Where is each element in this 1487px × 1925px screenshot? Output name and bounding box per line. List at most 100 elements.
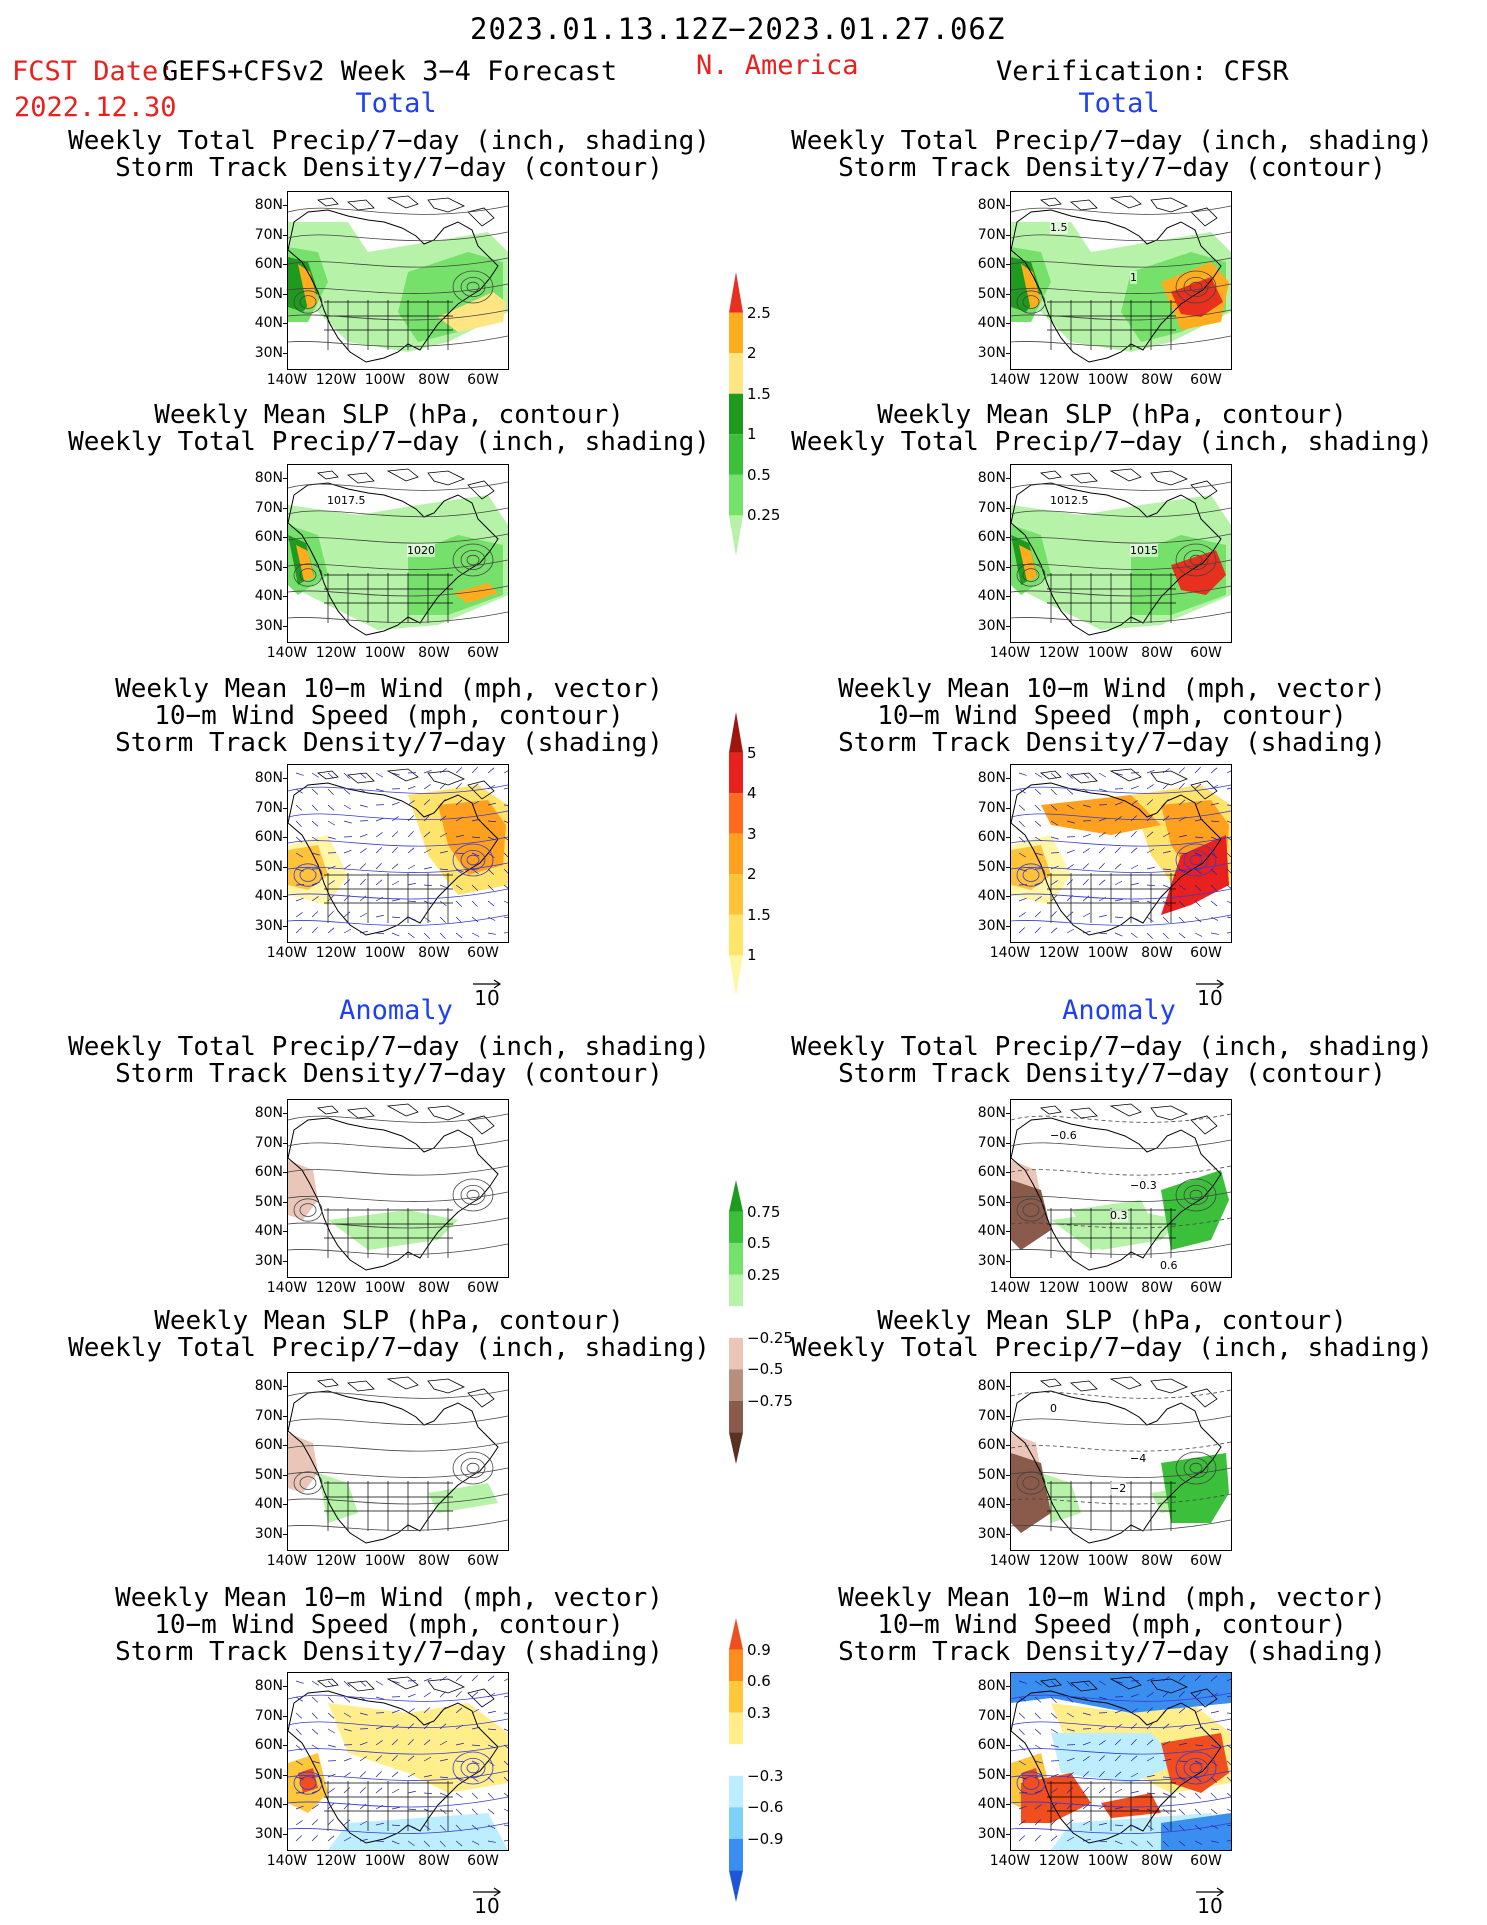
- shading-region: [1171, 550, 1226, 595]
- colorbar-segment: [729, 752, 743, 794]
- island-outline: [467, 1115, 495, 1135]
- colorbar-cap: [729, 955, 743, 996]
- colorbar-label: −0.9: [747, 1829, 784, 1848]
- coastline: [1011, 209, 1222, 363]
- lon-tick-label: 100W: [364, 1553, 406, 1569]
- coastline: [288, 1117, 499, 1271]
- colorbar-segment: [729, 914, 743, 956]
- colorbar-cap: [729, 1618, 743, 1650]
- lon-tick-label: 80W: [1141, 945, 1173, 961]
- lon-tick-label: 60W: [467, 1853, 499, 1869]
- lon-tick-label: 80W: [1141, 1553, 1173, 1569]
- colorbar-segment: [729, 1712, 743, 1745]
- lat-tick-label: 60N: [977, 1737, 1006, 1753]
- lon-tick-label: 120W: [315, 1280, 357, 1296]
- contour-lines: [1011, 784, 1231, 926]
- colorbar-segment: [729, 1807, 743, 1839]
- colorbar-cap: [729, 515, 743, 556]
- lat-tick-label: 70N: [254, 499, 283, 516]
- map-canvas: [288, 195, 508, 363]
- map-canvas: [1011, 1673, 1231, 1850]
- lat-tick-mark: [283, 537, 287, 538]
- contour-label: −0.6: [1050, 1129, 1077, 1142]
- colorbar-label: 0.3: [747, 1703, 771, 1722]
- lat-tick-label: 80N: [977, 1378, 1006, 1394]
- lat-tick-label: 80N: [977, 470, 1006, 486]
- lon-tick-label: 120W: [315, 1553, 357, 1569]
- lat-tick-mark: [283, 1142, 287, 1144]
- panel-title-line: Weekly Mean 10−m Wind (mph, vector): [838, 674, 1386, 704]
- lon-tick-label: 140W: [266, 1853, 308, 1869]
- lat-tick-label: 60N: [977, 829, 1006, 845]
- lon-tick-label: 120W: [315, 645, 357, 661]
- island-outline: [1150, 1678, 1188, 1694]
- island-outline: [1109, 1103, 1142, 1117]
- colorbar-cap: [729, 1432, 743, 1464]
- lat-tick-label: 30N: [254, 917, 283, 934]
- island-outline: [346, 1680, 375, 1692]
- lat-tick-mark: [1006, 1686, 1010, 1687]
- colorbar-label: 2: [747, 865, 757, 884]
- lat-tick-label: 40N: [254, 1223, 283, 1239]
- panel-title-line: Weekly Total Precip/7−day (inch, shading…: [791, 427, 1433, 457]
- coastline: [1011, 1690, 1222, 1844]
- lon-tick-label: 120W: [315, 372, 357, 388]
- panel-6-left-map: [287, 1672, 509, 1851]
- colorbar-label: −0.25: [747, 1328, 793, 1347]
- lat-tick-mark: [1006, 625, 1010, 627]
- lon-tick-label: 140W: [989, 945, 1031, 961]
- lat-tick-mark: [1006, 1260, 1010, 1262]
- panel-title-line: 10−m Wind Speed (mph, contour): [877, 1610, 1347, 1640]
- shading-region: [428, 1483, 498, 1513]
- island-outline: [1039, 1105, 1062, 1115]
- lat-tick-mark: [1006, 807, 1010, 809]
- colorbar-label: 0.9: [747, 1640, 771, 1659]
- island-outline: [386, 1676, 419, 1690]
- coastline: [1011, 782, 1222, 936]
- lat-tick-label: 60N: [254, 1737, 283, 1753]
- island-outline: [467, 1688, 495, 1708]
- state-boundaries: [1047, 1781, 1176, 1831]
- lon-tick-label: 120W: [1038, 945, 1080, 961]
- colorbar-label: 0.25: [747, 506, 781, 525]
- panel-title-line: Weekly Mean SLP (hPa, contour): [154, 1306, 624, 1336]
- colorbar-segment: [729, 1211, 743, 1244]
- lon-tick-label: 140W: [266, 1280, 308, 1296]
- state-boundaries: [324, 1781, 453, 1831]
- lon-tick-label: 140W: [266, 1553, 308, 1569]
- panel-4-left-map: [287, 1099, 509, 1278]
- panel-4-right-map: [1010, 1099, 1232, 1278]
- contour-lines: [288, 481, 508, 623]
- lon-tick-label: 100W: [364, 372, 406, 388]
- panel-title-line: Weekly Total Precip/7−day (inch, shading…: [791, 1032, 1433, 1062]
- contour-label: 1.5: [1050, 221, 1068, 234]
- island-outline: [386, 768, 419, 782]
- shading-region: [1161, 1170, 1229, 1250]
- lon-tick-label: 100W: [1087, 1553, 1129, 1569]
- state-boundaries: [324, 1208, 453, 1258]
- lat-tick-label: 80N: [254, 1105, 283, 1121]
- island-outline: [1150, 470, 1188, 486]
- island-outline: [386, 1376, 419, 1390]
- lat-tick-label: 70N: [254, 799, 283, 816]
- contour-lines: [1011, 1389, 1231, 1531]
- lon-tick-label: 140W: [989, 372, 1031, 388]
- shading-region: [1011, 1673, 1231, 1713]
- lon-tick-label: 80W: [1141, 1280, 1173, 1296]
- lat-tick-label: 40N: [254, 1796, 283, 1812]
- lat-tick-label: 30N: [254, 617, 283, 634]
- lon-tick-label: 100W: [364, 945, 406, 961]
- section-anomaly-right: Anomaly: [1062, 995, 1176, 1026]
- colorbar-cap: [729, 712, 743, 753]
- colorbar-label: 2.5: [747, 303, 771, 322]
- lat-tick-mark: [1006, 293, 1010, 295]
- colorbar-segment: [729, 1369, 743, 1401]
- colorbar-cap: [729, 272, 743, 313]
- panel-title-line: 10−m Wind Speed (mph, contour): [154, 1610, 624, 1640]
- colorbar-label: 0.5: [747, 465, 771, 484]
- storm-colorbar-anomaly: [729, 1618, 743, 1902]
- lat-tick-mark: [283, 807, 287, 809]
- island-outline: [1039, 197, 1062, 207]
- vector-reference-label: 10: [474, 1894, 500, 1918]
- lat-tick-label: 50N: [254, 1766, 283, 1783]
